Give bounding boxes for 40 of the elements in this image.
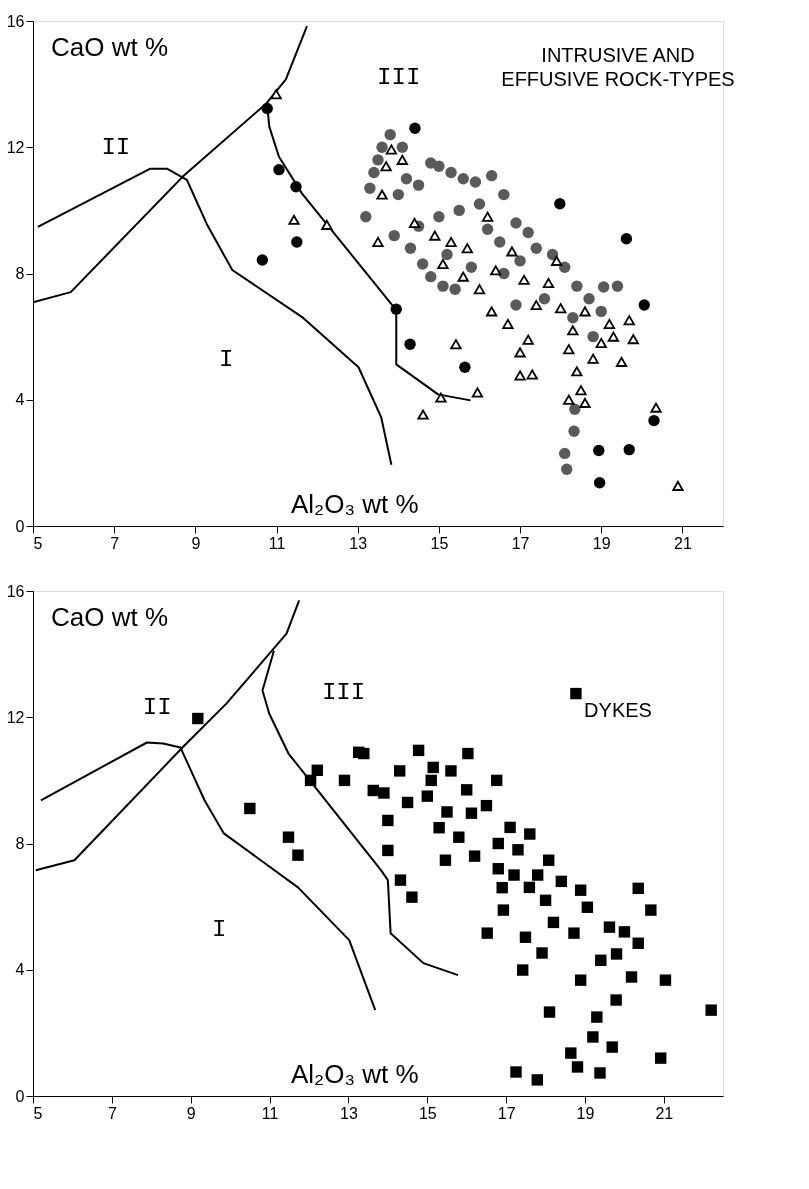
x-tick-label: 21	[674, 534, 692, 552]
x-tick-label: 5	[33, 1104, 43, 1122]
y-tick-label: 4	[15, 391, 25, 409]
y-tick-label: 4	[15, 961, 25, 979]
x-tick-label: 13	[340, 1104, 358, 1122]
x-tick-label: 13	[349, 534, 368, 552]
x-tick-label: 19	[576, 1104, 595, 1122]
x-tick-label: 19	[592, 534, 611, 552]
x-tick-label: 15	[418, 1104, 437, 1122]
y-axis-title: CaO wt %	[51, 32, 169, 62]
y-tick-label: 16	[6, 12, 25, 30]
y-axis-title: CaO wt %	[51, 602, 169, 632]
y-tick-label: 0	[15, 1087, 25, 1105]
x-axis-title: Al₂O₃ wt %	[291, 489, 419, 519]
annotation: I	[219, 346, 234, 374]
y-tick-label: 12	[6, 138, 25, 156]
annotation: III	[377, 63, 421, 91]
x-tick-label: 11	[261, 1104, 279, 1122]
x-tick-label: 7	[110, 534, 120, 552]
x-tick-label: 15	[430, 534, 449, 552]
x-tick-label: 11	[268, 534, 286, 552]
y-tick-label: 8	[15, 835, 25, 852]
annotation: III	[321, 679, 366, 706]
x-tick-label: 21	[655, 1104, 674, 1122]
annotation: II	[142, 694, 172, 722]
annotation: II	[101, 134, 131, 162]
x-tick-label: 17	[511, 534, 530, 552]
y-tick-label: 12	[6, 708, 25, 726]
y-tick-label: 8	[15, 265, 25, 282]
x-tick-label: 7	[107, 1104, 117, 1122]
text: INTRUSIVE AND EFFUSIVE ROCK-TYPES	[501, 44, 735, 90]
x-tick-label: 9	[186, 1104, 196, 1122]
x-tick-label: 5	[33, 534, 43, 552]
y-tick-label: 0	[15, 517, 25, 535]
x-tick-label: 17	[497, 1104, 516, 1122]
y-tick-label: 16	[6, 582, 25, 600]
x-axis-title: Al₂O₃ wt %	[291, 1059, 419, 1089]
text: DYKES	[584, 699, 652, 721]
x-tick-label: 9	[191, 534, 201, 552]
annotation: I	[212, 916, 227, 944]
